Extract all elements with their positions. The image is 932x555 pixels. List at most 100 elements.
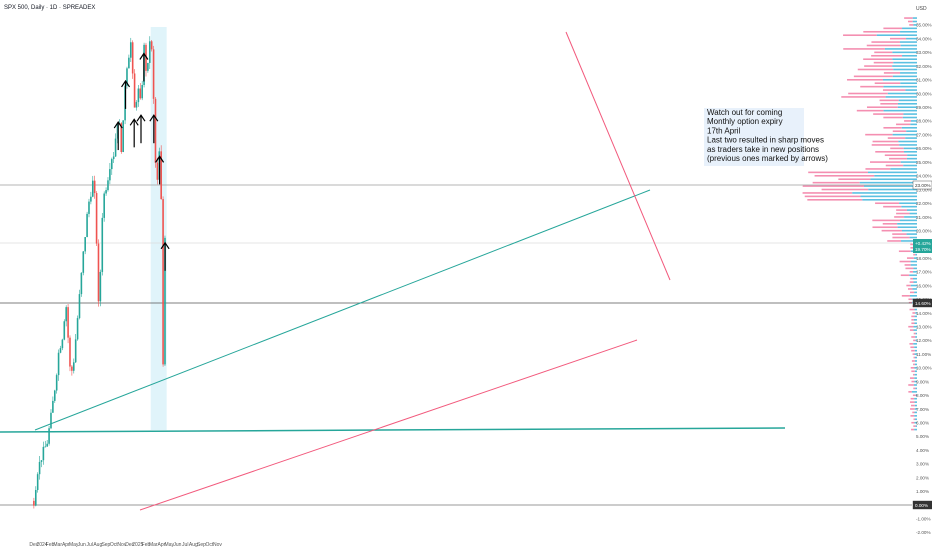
volume-profile-bar [911,380,915,383]
x-tick-label: 2025 [132,542,143,548]
volume-profile-bar [914,349,917,352]
volume-profile-bar [860,85,884,88]
x-tick-label: Sep [197,542,206,548]
volume-profile-bar [873,113,904,115]
x-tick-label: Mar [149,542,158,548]
y-tick-label: -2.00% [916,530,931,535]
candle [80,272,83,295]
volume-profile-bar [910,123,917,126]
volume-profile-bar [883,205,902,208]
x-tick-label: Aug [189,542,198,548]
volume-profile-bar [910,120,917,122]
volume-profile-bar [901,295,910,297]
volume-profile-bar [906,284,911,287]
x-tick-label: Oct [110,542,118,548]
x-tick-label: Jul [86,542,92,548]
candle [154,98,157,163]
volume-profile-bar [909,343,914,345]
volume-profile-bar [883,126,902,129]
volume-profile-bar [904,264,911,266]
volume-profile-bar [903,113,917,115]
volume-profile-bar [900,219,917,222]
volume-profile-bar [900,82,917,85]
volume-profile-bar [904,17,913,19]
volume-profile-bar [903,164,917,167]
volume-profile-bar [910,397,915,400]
volume-profile-bar [872,226,898,229]
candle [84,237,86,252]
volume-profile-bar [909,377,915,379]
volume-profile-bar [883,85,917,88]
candle [164,237,166,365]
price-label: 19.70% [915,247,931,252]
volume-profile-bar [898,250,911,253]
volume-profile-bar [843,48,885,50]
volume-profile-bar [812,181,860,184]
volume-profile-bar [912,20,917,23]
volume-profile-bar [897,223,917,225]
volume-profile-bar [914,308,917,311]
y-tick-label: 17.00% [916,270,932,275]
volume-profile-bar [890,147,904,150]
volume-profile-bar [896,212,910,215]
note-text: Monthly option expiry [707,117,783,126]
volume-profile-bar [807,199,863,201]
candle [76,318,79,340]
y-tick-label: 20.00% [916,228,932,233]
candle [55,375,58,391]
y-tick-label: 21.00% [916,215,932,220]
volume-profile-bar [912,17,917,19]
volume-profile-bar [872,219,901,222]
volume-profile-bar [914,370,917,373]
candle [82,251,85,273]
volume-profile-bar [900,161,917,163]
volume-profile-bar [887,137,906,139]
volume-profile-bar [802,192,853,194]
note-box [704,108,804,166]
volume-profile-bar [914,291,917,294]
candle [99,271,102,302]
volume-profile-bar [912,312,916,314]
volume-profile-bar [900,72,917,74]
volume-profile-bar [915,253,917,256]
volume-profile-bar [909,281,914,283]
candle [50,412,52,429]
volume-profile-bar [909,24,914,26]
candle [109,169,111,181]
volume-profile-bar [847,78,884,81]
volume-profile-bar [914,356,917,359]
candle [103,193,105,218]
volume-profile-bar [871,41,900,43]
volume-profile-bar [881,229,902,232]
volume-profile-bar [875,202,900,205]
volume-profile-bar [843,34,877,37]
volume-profile-bar [900,30,917,33]
volume-profile-bar [915,387,917,390]
volume-profile-bar [896,123,911,126]
y-tick-label: 11.00% [916,352,931,357]
volume-profile-bar [883,72,901,74]
volume-profile-bar [914,367,917,369]
volume-profile-bar [910,260,917,263]
volume-profile-bar [914,360,917,362]
x-tick-label: Nov [117,542,126,548]
volume-profile-bar [915,339,917,342]
volume-profile-bar [869,161,901,163]
x-tick-label: Nov [213,542,222,548]
volume-profile-bar [914,397,917,400]
candle [120,123,123,152]
volume-profile-bar [911,428,915,431]
volume-profile-bar [907,154,917,157]
candle [38,461,41,475]
candle [150,41,153,50]
volume-profile-bar [906,130,917,133]
volume-profile-bar [913,384,917,386]
expiry-arrow-head [129,118,139,126]
y-tick-label: 32.00% [916,64,932,69]
expiry-arrow-head [136,114,146,122]
volume-profile-bar [912,373,915,376]
candle [126,68,128,86]
volume-profile-bar [914,401,917,403]
